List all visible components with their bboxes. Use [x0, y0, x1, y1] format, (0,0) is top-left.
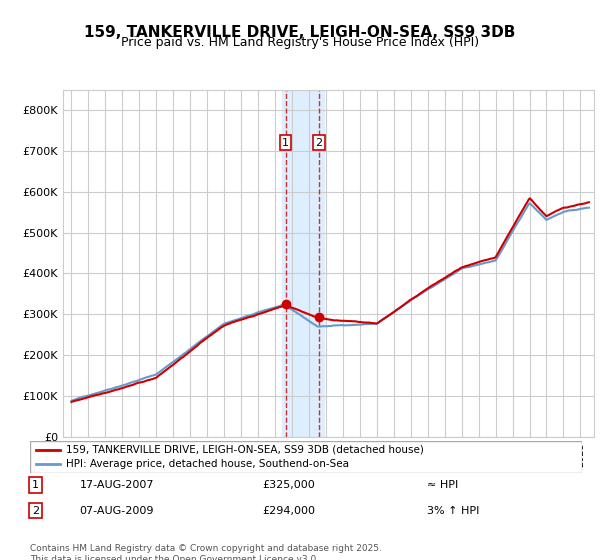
Text: 3% ↑ HPI: 3% ↑ HPI: [427, 506, 480, 516]
Text: 1: 1: [282, 138, 289, 148]
Text: Price paid vs. HM Land Registry's House Price Index (HPI): Price paid vs. HM Land Registry's House …: [121, 36, 479, 49]
Text: Contains HM Land Registry data © Crown copyright and database right 2025.
This d: Contains HM Land Registry data © Crown c…: [30, 544, 382, 560]
Bar: [282, 90, 324, 437]
Text: 2: 2: [316, 138, 323, 148]
Text: 2: 2: [32, 506, 39, 516]
FancyBboxPatch shape: [30, 441, 582, 473]
Text: 07-AUG-2009: 07-AUG-2009: [80, 506, 154, 516]
Text: ≈ HPI: ≈ HPI: [427, 480, 458, 490]
Text: 159, TANKERVILLE DRIVE, LEIGH-ON-SEA, SS9 3DB (detached house): 159, TANKERVILLE DRIVE, LEIGH-ON-SEA, SS…: [66, 445, 424, 455]
Text: £294,000: £294,000: [262, 506, 315, 516]
Text: £325,000: £325,000: [262, 480, 314, 490]
Text: 159, TANKERVILLE DRIVE, LEIGH-ON-SEA, SS9 3DB: 159, TANKERVILLE DRIVE, LEIGH-ON-SEA, SS…: [85, 25, 515, 40]
Text: HPI: Average price, detached house, Southend-on-Sea: HPI: Average price, detached house, Sout…: [66, 459, 349, 469]
Text: 17-AUG-2007: 17-AUG-2007: [80, 480, 154, 490]
Text: 1: 1: [32, 480, 39, 490]
